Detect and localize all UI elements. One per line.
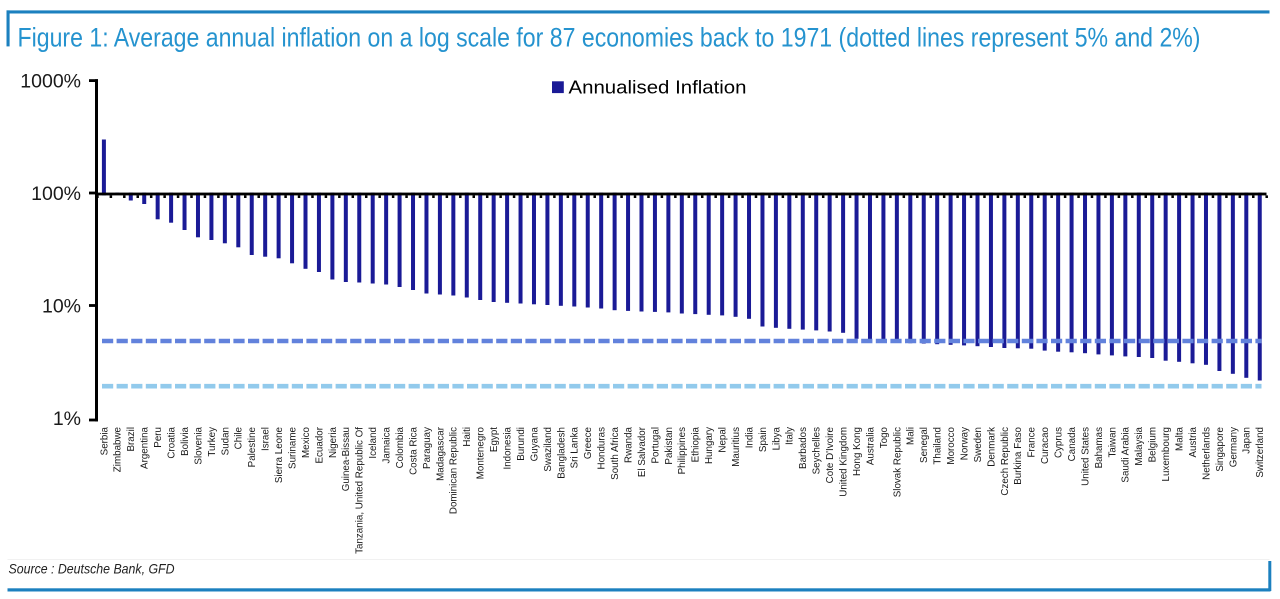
svg-text:1000%: 1000% <box>20 71 81 93</box>
svg-text:Bahamas: Bahamas <box>1094 427 1105 468</box>
svg-text:1%: 1% <box>53 408 81 430</box>
svg-text:Canada: Canada <box>1067 426 1078 461</box>
svg-text:Slovenia: Slovenia <box>193 426 204 464</box>
svg-text:Australia: Australia <box>865 426 876 465</box>
svg-text:Annualised Inflation: Annualised Inflation <box>569 78 747 98</box>
svg-text:Libya: Libya <box>771 426 782 450</box>
svg-text:Swaziland: Swaziland <box>543 427 554 472</box>
svg-text:Ecuador: Ecuador <box>314 426 325 463</box>
svg-text:Barbados: Barbados <box>798 427 809 469</box>
svg-text:Sri Lanka: Sri Lanka <box>570 426 581 468</box>
svg-text:Pakistan: Pakistan <box>664 427 675 465</box>
svg-text:Tanzania, United Republic Of: Tanzania, United Republic Of <box>355 427 366 554</box>
svg-text:Dominican Republic: Dominican Republic <box>449 427 460 514</box>
svg-text:Egypt: Egypt <box>489 427 500 452</box>
svg-text:Spain: Spain <box>758 427 769 452</box>
svg-text:Brazil: Brazil <box>126 427 137 452</box>
svg-text:Portugal: Portugal <box>650 427 661 464</box>
svg-text:Germany: Germany <box>1228 427 1239 467</box>
svg-text:Guyana: Guyana <box>529 426 540 461</box>
svg-text:Mauritius: Mauritius <box>731 427 742 467</box>
svg-text:Burundi: Burundi <box>516 427 527 461</box>
svg-text:Zimbabwe: Zimbabwe <box>113 426 124 472</box>
svg-text:Switzerland: Switzerland <box>1255 427 1266 478</box>
svg-text:Burkina Faso: Burkina Faso <box>1013 426 1024 484</box>
svg-text:Haiti: Haiti <box>462 427 473 447</box>
svg-text:El Salvador: El Salvador <box>637 426 648 477</box>
svg-text:Morocco: Morocco <box>946 426 957 464</box>
svg-text:100%: 100% <box>31 183 81 205</box>
svg-text:Peru: Peru <box>153 427 164 448</box>
svg-text:Bolivia: Bolivia <box>180 426 191 455</box>
svg-text:Suriname: Suriname <box>287 426 298 468</box>
svg-text:Chile: Chile <box>234 426 245 449</box>
svg-text:Rwanda: Rwanda <box>623 426 634 462</box>
svg-text:Hungary: Hungary <box>704 427 715 464</box>
svg-text:Bangladesh: Bangladesh <box>556 427 567 479</box>
svg-text:Taiwan: Taiwan <box>1107 427 1118 458</box>
svg-text:Netherlands: Netherlands <box>1201 427 1212 480</box>
svg-text:Argentina: Argentina <box>140 426 151 468</box>
svg-text:Ethiopia: Ethiopia <box>691 426 702 462</box>
svg-text:Source : Deutsche Bank, GFD: Source : Deutsche Bank, GFD <box>9 561 175 577</box>
svg-text:10%: 10% <box>42 296 81 318</box>
svg-text:Serbia: Serbia <box>99 426 110 455</box>
svg-text:Belgium: Belgium <box>1148 427 1159 462</box>
svg-text:Turkey: Turkey <box>207 427 218 457</box>
svg-text:Japan: Japan <box>1242 427 1253 454</box>
svg-text:Norway: Norway <box>959 427 970 460</box>
svg-text:Costa Rica: Costa Rica <box>408 426 419 474</box>
svg-text:Luxembourg: Luxembourg <box>1161 427 1172 481</box>
svg-text:Philippines: Philippines <box>677 427 688 474</box>
svg-text:Greece: Greece <box>583 426 594 459</box>
svg-text:Iceland: Iceland <box>368 427 379 459</box>
svg-text:United Kingdom: United Kingdom <box>839 427 850 497</box>
svg-text:France: France <box>1027 426 1038 457</box>
svg-text:United States: United States <box>1080 427 1091 486</box>
svg-text:South Africa: South Africa <box>610 426 621 479</box>
svg-text:Malaysia: Malaysia <box>1134 426 1145 465</box>
svg-text:Sudan: Sudan <box>220 427 231 455</box>
svg-text:Denmark: Denmark <box>986 427 997 467</box>
svg-text:Seychelles: Seychelles <box>812 427 823 474</box>
svg-text:Israel: Israel <box>261 427 272 451</box>
svg-text:Croatia: Croatia <box>167 426 178 458</box>
svg-text:Cyprus: Cyprus <box>1054 427 1065 458</box>
svg-text:Austria: Austria <box>1188 426 1199 457</box>
svg-text:Nigeria: Nigeria <box>328 426 339 458</box>
svg-text:Italy: Italy <box>785 427 796 445</box>
svg-text:Sweden: Sweden <box>973 427 984 462</box>
svg-text:Madagascar: Madagascar <box>435 426 446 481</box>
svg-text:Saudi Arabia: Saudi Arabia <box>1121 426 1132 482</box>
svg-text:India: India <box>744 426 755 448</box>
svg-text:Paraguay: Paraguay <box>422 427 433 469</box>
svg-text:Mexico: Mexico <box>301 426 312 458</box>
svg-text:Sierra Leone: Sierra Leone <box>274 426 285 483</box>
svg-text:Nepal: Nepal <box>718 427 729 453</box>
svg-text:Curacao: Curacao <box>1040 426 1051 464</box>
svg-text:Honduras: Honduras <box>597 427 608 470</box>
svg-text:Togo: Togo <box>879 426 890 448</box>
svg-text:Indonesia: Indonesia <box>503 426 514 469</box>
svg-text:Montenegro: Montenegro <box>476 426 487 479</box>
svg-text:Slovak Republic: Slovak Republic <box>892 427 903 497</box>
svg-text:Malta: Malta <box>1175 426 1186 451</box>
svg-text:Cote D'Ivoire: Cote D'Ivoire <box>825 426 836 483</box>
svg-text:Thailand: Thailand <box>933 427 944 465</box>
svg-text:Palestine: Palestine <box>247 426 258 467</box>
svg-text:Hong Kong: Hong Kong <box>852 427 863 476</box>
svg-text:Guinea-Bissau: Guinea-Bissau <box>341 427 352 491</box>
svg-text:Singapore: Singapore <box>1215 426 1226 471</box>
svg-text:Figure 1: Average annual infla: Figure 1: Average annual inflation on a … <box>18 23 1201 53</box>
svg-text:Colombia: Colombia <box>395 426 406 468</box>
svg-text:Jamaica: Jamaica <box>382 426 393 463</box>
svg-text:Mali: Mali <box>906 427 917 445</box>
svg-text:Senegal: Senegal <box>919 427 930 463</box>
svg-text:Czech Republic: Czech Republic <box>1000 427 1011 496</box>
